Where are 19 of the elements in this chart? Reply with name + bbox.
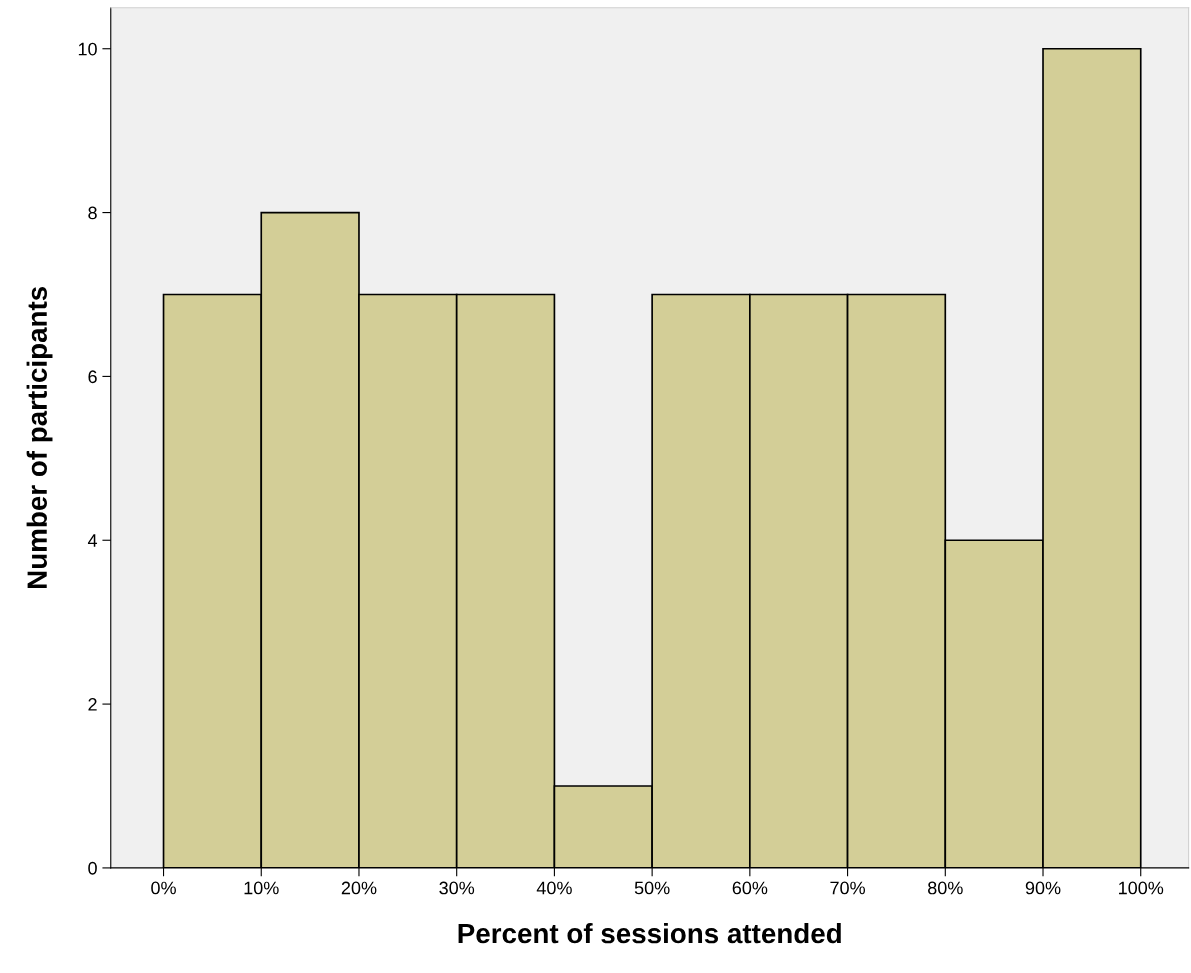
y-tick-label: 10	[78, 42, 97, 56]
y-tick-label: 2	[88, 698, 97, 711]
x-tick-label: 100%	[1119, 881, 1164, 895]
x-tick-label: 50%	[634, 881, 670, 895]
x-tick-label: 10%	[244, 881, 279, 895]
y-tick-label: 6	[88, 370, 97, 384]
x-tick-label: 80%	[928, 881, 963, 895]
x-axis-title: Percent of sessions attended	[458, 922, 841, 944]
x-tick-label: 90%	[1025, 881, 1061, 895]
y-tick-label: 8	[88, 206, 97, 220]
x-tick-label: 60%	[732, 881, 768, 895]
y-tick-label: 0	[88, 861, 97, 875]
y-tick-label: 4	[87, 534, 98, 547]
x-tick-label: 70%	[830, 881, 865, 895]
x-tick-label: 20%	[341, 881, 377, 895]
x-tick-label: 0%	[151, 881, 176, 895]
x-tick-label: 30%	[439, 881, 475, 895]
y-axis-title: Number of participants	[26, 286, 53, 589]
x-tick-label: 40%	[536, 881, 572, 895]
